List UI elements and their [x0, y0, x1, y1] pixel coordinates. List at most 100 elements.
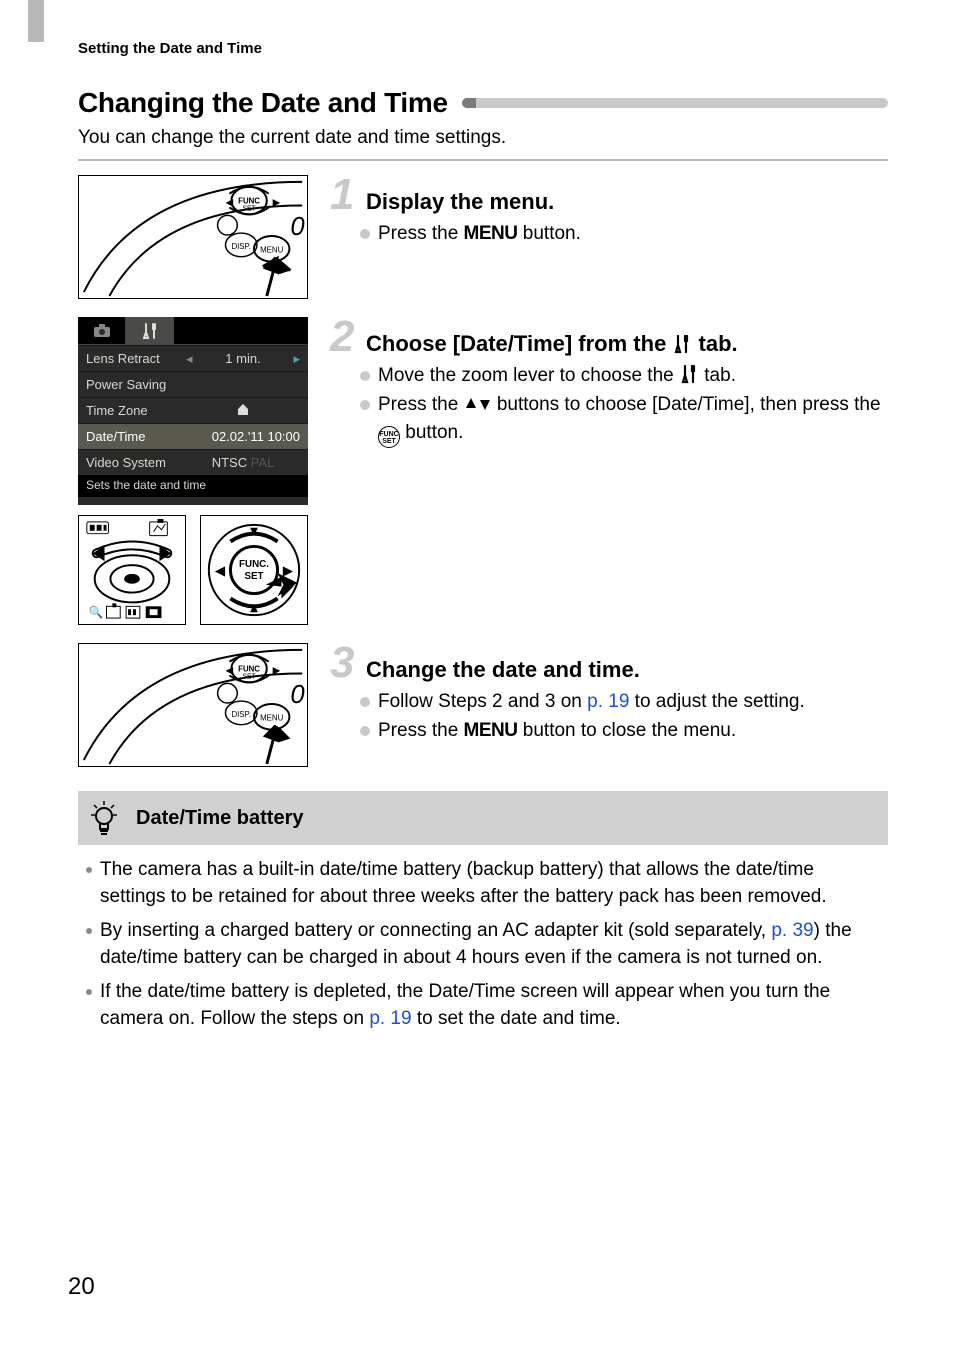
bullet-dot — [360, 229, 370, 239]
page-edge-tab — [28, 0, 44, 42]
illustration-zoom-lever: 🔍 — [78, 515, 186, 625]
menu-word: MENU — [464, 720, 518, 741]
bullet-dot — [86, 989, 92, 995]
bullet-dot — [360, 400, 370, 410]
svg-text:DISP.: DISP. — [231, 710, 251, 719]
svg-text:MENU: MENU — [260, 246, 283, 255]
page-link[interactable]: p. 39 — [771, 920, 813, 941]
step-3-bullet-1: Follow Steps 2 and 3 on p. 19 to adjust … — [360, 689, 888, 716]
lightbulb-icon — [90, 801, 118, 835]
menu-row: Time Zone — [78, 397, 308, 423]
illustration-menu-screenshot: Lens Retract ◂ 1 min. ▸ Power Saving Tim… — [78, 317, 308, 505]
step-3-heading: Change the date and time. — [366, 657, 640, 683]
menu-tab-camera — [78, 317, 126, 344]
menu-label: Lens Retract — [86, 351, 186, 366]
tools-icon — [679, 364, 699, 384]
running-head: Setting the Date and Time — [78, 40, 888, 57]
svg-text:DISP.: DISP. — [231, 242, 251, 251]
page-number: 20 — [68, 1273, 95, 1301]
text: to set the date and time. — [412, 1008, 621, 1029]
step-number-3: 3 — [330, 645, 360, 680]
intro-text: You can change the current date and time… — [78, 127, 888, 149]
section-title-row: Changing the Date and Time — [78, 87, 888, 119]
svg-text:0: 0 — [290, 681, 305, 709]
step-3-bullet-2: Press the MENU button to close the menu. — [360, 718, 888, 745]
text: buttons to choose [Date/Time], then pres… — [492, 394, 881, 415]
text: Follow Steps 2 and 3 on — [378, 691, 587, 712]
step-3: FUNC SET ◀ ▶ DISP. MENU 0 3 — [78, 643, 888, 767]
svg-text:FUNC: FUNC — [238, 665, 260, 674]
step-2: Lens Retract ◂ 1 min. ▸ Power Saving Tim… — [78, 317, 888, 625]
bullet-dot — [360, 697, 370, 707]
section-title-bar — [462, 98, 888, 108]
svg-text:SET: SET — [244, 571, 263, 582]
illustration-camera-menu-button-2: FUNC SET ◀ ▶ DISP. MENU 0 — [78, 643, 308, 767]
text: to adjust the setting. — [629, 691, 804, 712]
svg-text:FUNC: FUNC — [238, 197, 260, 206]
text: button. — [518, 223, 581, 244]
menu-row: Video System NTSC PAL — [78, 449, 308, 475]
text: Move the zoom lever to choose the — [378, 365, 679, 386]
step-2-bullet-2: Press the buttons to choose [Date/Time],… — [360, 392, 888, 449]
svg-text:0: 0 — [290, 213, 305, 241]
menu-row: Power Saving — [78, 371, 308, 397]
menu-row-selected: Date/Time 02.02.'11 10:00 — [78, 423, 308, 449]
text: Press the — [378, 223, 464, 244]
up-down-arrows-icon — [464, 394, 492, 421]
menu-value-alt: PAL — [251, 455, 275, 470]
svg-text:◀: ◀ — [225, 666, 233, 677]
step-1-bullet: Press the MENU button. — [360, 221, 888, 248]
svg-text:FUNC.: FUNC. — [239, 559, 269, 570]
text: By inserting a charged battery or connec… — [100, 920, 771, 941]
section-title: Changing the Date and Time — [78, 87, 448, 119]
tip-item: The camera has a built-in date/time batt… — [86, 857, 880, 910]
menu-label: Date/Time — [86, 429, 186, 444]
home-icon — [186, 402, 300, 419]
menu-label: Time Zone — [86, 403, 186, 418]
bullet-dot — [86, 867, 92, 873]
svg-text:🔍: 🔍 — [89, 604, 104, 619]
bullet-dot — [86, 928, 92, 934]
menu-row: Lens Retract ◂ 1 min. ▸ — [78, 345, 308, 371]
text: tab. — [699, 365, 736, 386]
text: Press the — [378, 720, 464, 741]
tip-item: By inserting a charged battery or connec… — [86, 918, 880, 971]
page-link[interactable]: p. 19 — [369, 1008, 411, 1029]
menu-value: 1 min. — [193, 351, 294, 366]
menu-label: Power Saving — [86, 377, 186, 392]
illustration-camera-menu-button: FUNC SET ◀ ▶ DISP. MENU 0 — [78, 175, 308, 299]
tip-item: If the date/time battery is depleted, th… — [86, 979, 880, 1032]
right-arrow: ▸ — [293, 351, 300, 367]
tip-body: The camera has a built-in date/time batt… — [78, 845, 888, 1047]
menu-footer: Sets the date and time — [78, 475, 308, 497]
svg-text:▶: ▶ — [283, 563, 294, 578]
bullet-dot — [360, 726, 370, 736]
func-set-icon: FUNCSET — [378, 426, 400, 448]
step-number-2: 2 — [330, 319, 360, 354]
page-content: Setting the Date and Time Changing the D… — [0, 0, 954, 1047]
bullet-dot — [360, 371, 370, 381]
tip-header: Date/Time battery — [78, 791, 888, 845]
svg-text:SET: SET — [242, 673, 256, 680]
menu-word: MENU — [464, 223, 518, 244]
step-2-heading: Choose [Date/Time] from the tab. — [366, 331, 738, 357]
svg-text:SET: SET — [242, 205, 256, 212]
page-link[interactable]: p. 19 — [587, 691, 629, 712]
svg-text:◀: ◀ — [225, 198, 233, 209]
step-1: FUNC SET ◀ ▶ DISP. MENU 0 1 — [78, 175, 888, 299]
menu-label: Video System — [86, 455, 186, 470]
svg-text:▶: ▶ — [273, 198, 281, 209]
step-1-heading: Display the menu. — [366, 189, 554, 215]
section-divider — [78, 159, 888, 161]
tip-box: Date/Time battery The camera has a built… — [78, 791, 888, 1047]
step-2-bullet-1: Move the zoom lever to choose the tab. — [360, 363, 888, 390]
text: Press the — [378, 394, 464, 415]
illustration-func-set-button: FUNC. SET ◀ ▶ — [200, 515, 308, 625]
step-number-1: 1 — [330, 177, 360, 212]
tools-icon — [672, 334, 692, 354]
text: button to close the menu. — [518, 720, 737, 741]
menu-value: 02.02.'11 10:00 — [186, 429, 300, 444]
svg-text:◀: ◀ — [215, 563, 226, 578]
svg-text:MENU: MENU — [260, 714, 283, 723]
tip-title: Date/Time battery — [136, 807, 303, 830]
